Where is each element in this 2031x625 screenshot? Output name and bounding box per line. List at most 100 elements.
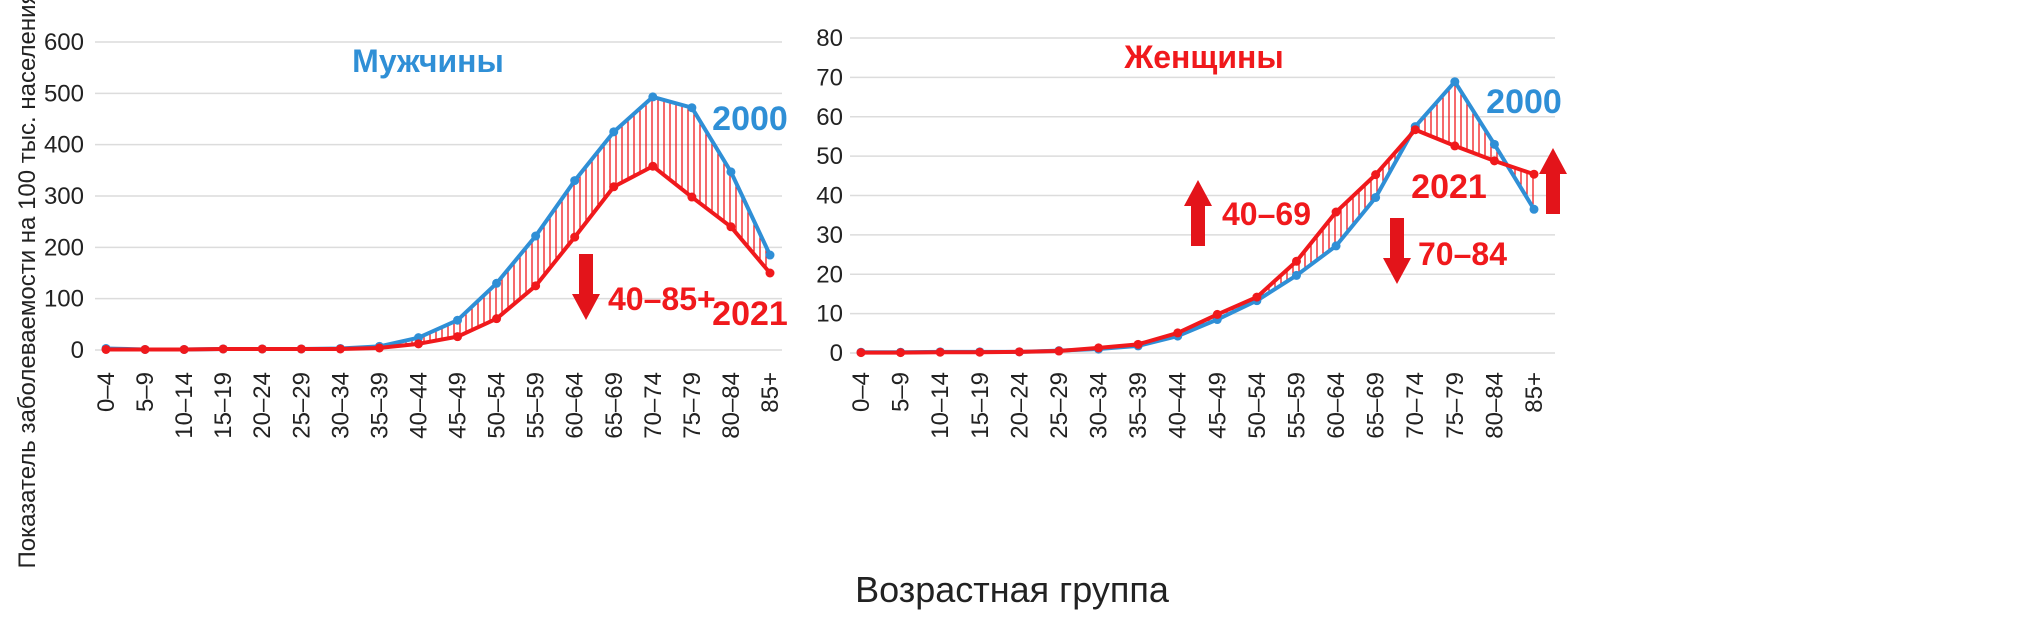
male-panel-title: Мужчины (352, 43, 504, 79)
female-x-tick-label: 70–74 (1402, 372, 1429, 439)
female-x-tick-label: 55–59 (1283, 372, 1310, 439)
female-series-2021-point (975, 347, 985, 357)
male-y-tick-label: 600 (44, 29, 84, 56)
male-series-2021-point (648, 161, 658, 171)
female-series-2021-point (1410, 125, 1420, 135)
male-series-2000-point (609, 127, 619, 137)
female-series-2000-point (1529, 204, 1539, 214)
female-y-tick-label: 60 (816, 104, 843, 131)
male-x-tick-label: 35–39 (366, 372, 393, 439)
male-series-2021-point (374, 343, 384, 353)
male-series-2000-point (765, 250, 775, 260)
male-series-2021-point (257, 344, 267, 354)
female-series-2000-point (1331, 241, 1341, 251)
male-y-tick-label: 500 (44, 80, 84, 107)
male-y-tick-label: 400 (44, 132, 84, 159)
female-x-tick-label: 50–54 (1244, 372, 1271, 439)
male-x-tick-label: 30–34 (327, 372, 354, 439)
female-series-2000-point (1371, 192, 1381, 202)
female-x-tick-label: 85+ (1521, 372, 1548, 413)
male-series-2021-point (531, 281, 541, 291)
male-x-tick-label: 20–24 (249, 372, 276, 439)
male-x-tick-label: 55–59 (523, 372, 550, 439)
female-series-2021-point (1331, 207, 1341, 217)
male-series-2021-point (570, 232, 580, 242)
female-series-2021-point (1252, 292, 1262, 302)
male-series-2021-point (140, 344, 150, 354)
male-x-tick-label: 25–29 (288, 372, 315, 439)
female-annotation-label: 40–69 (1222, 196, 1311, 232)
female-series-2021-point (1133, 339, 1143, 349)
female-x-tick-label: 65–69 (1363, 372, 1390, 439)
female-series-2021-point (1489, 156, 1499, 166)
male-x-tick-label: 5–9 (132, 372, 159, 412)
male-series-2000-point (726, 167, 736, 177)
female-y-tick-label: 70 (816, 64, 843, 91)
female-x-tick-label: 30–34 (1086, 372, 1113, 439)
male-series-2021-point (609, 182, 619, 192)
male-y-tick-label: 200 (44, 234, 84, 261)
female-series-2000-point (1489, 139, 1499, 149)
male-x-tick-label: 65–69 (601, 372, 628, 439)
male-series-2021-point (179, 344, 189, 354)
male-series-2021-line (106, 164, 772, 352)
female-series-2021-point (1173, 328, 1183, 338)
series-layer (101, 77, 1539, 358)
male-series-2000-point (492, 278, 502, 288)
female-y-tick-label: 40 (816, 183, 843, 210)
male-x-tick-label: 75–79 (679, 372, 706, 439)
female-y-tick-label: 0 (830, 340, 843, 367)
female-series-2021-point (1450, 141, 1460, 151)
female-series-2021-point (1014, 347, 1024, 357)
female-x-tick-label: 35–39 (1125, 372, 1152, 439)
female-y-tick-label: 80 (816, 25, 843, 52)
female-series-2021-point (1212, 309, 1222, 319)
female-x-tick-label: 0–4 (848, 372, 875, 412)
male-series-2021-point (413, 339, 423, 349)
male-x-tick-label: 70–74 (640, 372, 667, 439)
male-x-tick-label: 45–49 (445, 372, 472, 439)
female-arrow-down-icon (1383, 218, 1411, 284)
male-annotation-label: 40–85+ (608, 281, 716, 317)
male-series-2000-point (648, 92, 658, 102)
male-series-2021-point (101, 344, 111, 354)
male-series-2000-point (453, 315, 463, 325)
female-y-tick-label: 30 (816, 222, 843, 249)
male-series-2000-point (570, 176, 580, 186)
male-series-2021-point (726, 222, 736, 232)
female-x-tick-label: 40–44 (1165, 372, 1192, 439)
male-x-tick-label: 50–54 (484, 372, 511, 439)
female-series-2021-line (861, 127, 1535, 355)
y-axis-label: Показатель заболеваемости на 100 тыс. на… (14, 0, 41, 569)
male-series-2021-point (453, 332, 463, 342)
female-x-tick-label: 20–24 (1006, 372, 1033, 439)
female-x-tick-label: 5–9 (888, 372, 915, 412)
female-series-label-2000: 2000 (1486, 83, 1562, 121)
female-arrow-up-icon (1184, 180, 1212, 246)
female-series-2021-point (896, 348, 906, 358)
female-panel-title: Женщины (1123, 39, 1283, 75)
male-series-2000-point (413, 333, 423, 343)
female-series-2000-point (1450, 77, 1460, 87)
female-difference-hatch (1148, 81, 1534, 344)
x-axis-label: Возрастная группа (855, 569, 1170, 610)
male-x-tick-label: 40–44 (405, 372, 432, 439)
male-series-2000-point (531, 231, 541, 241)
female-series-2021-point (935, 347, 945, 357)
female-x-tick-label: 45–49 (1204, 372, 1231, 439)
female-y-tick-label: 50 (816, 143, 843, 170)
male-y-tick-label: 300 (44, 183, 84, 210)
male-y-tick-label: 100 (44, 286, 84, 313)
female-x-tick-label: 60–64 (1323, 372, 1350, 439)
female-x-tick-label: 75–79 (1442, 372, 1469, 439)
male-y-tick-label: 0 (71, 337, 84, 364)
male-series-label-2000: 2000 (712, 100, 788, 138)
female-series-label-2021: 2021 (1411, 168, 1487, 206)
male-series-2021-point (765, 268, 775, 278)
female-x-tick-label: 80–84 (1481, 372, 1508, 439)
female-annotation-label: 70–84 (1418, 236, 1507, 272)
female-x-tick-label: 15–19 (967, 372, 994, 439)
female-series-2000-point (1291, 270, 1301, 280)
